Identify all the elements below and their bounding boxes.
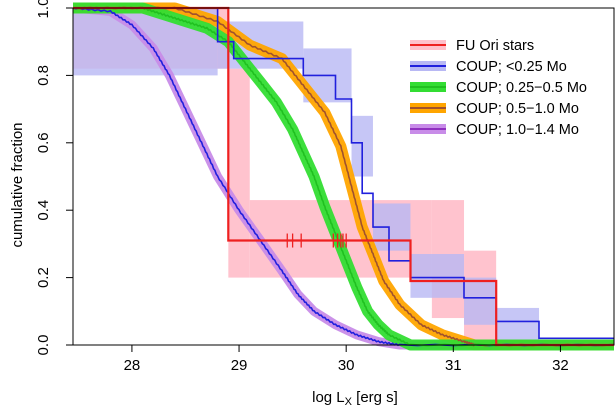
- series-line: [72, 6, 615, 347]
- x-tick-label: 30: [338, 357, 355, 374]
- band-segment: [228, 68, 250, 278]
- x-tick-label: 29: [231, 357, 248, 374]
- legend-label: COUP; 0.5−1.0 Mo: [456, 101, 579, 117]
- plot-frame: [72, 7, 615, 346]
- legend-label: COUP; 0.25−0.5 Mo: [456, 80, 587, 96]
- legend-label: FU Ori stars: [456, 38, 534, 54]
- x-axis-label-units: [erg s]: [352, 389, 398, 406]
- y-tick-label: 0.6: [35, 132, 52, 153]
- y-tick-label: 1.0: [35, 0, 52, 18]
- y-axis: 0.0 0.2 0.4 0.6 0.8 1.0: [35, 0, 73, 355]
- x-axis-label: log LX [erg s]: [312, 389, 398, 408]
- x-tick-label: 32: [552, 357, 569, 374]
- y-tick-label: 0.8: [35, 65, 52, 86]
- series-lines: [72, 6, 615, 347]
- legend-label: COUP; <0.25 Mo: [456, 59, 567, 75]
- series-line: [72, 6, 615, 347]
- x-axis-label-main: log L: [312, 389, 345, 406]
- series-line: [72, 7, 615, 347]
- x-tick-label: 31: [445, 357, 462, 374]
- series-line: [73, 6, 614, 347]
- y-tick-label: 0.0: [35, 335, 52, 356]
- legend-label: COUP; 1.0−1.4 Mo: [456, 122, 579, 138]
- x-tick-label: 28: [124, 357, 141, 374]
- y-tick-label: 0.4: [35, 200, 52, 221]
- band-segment: [496, 307, 540, 342]
- x-axis-label-sub: X: [345, 396, 353, 408]
- y-axis-label: cumulative fraction: [9, 122, 26, 247]
- censored-marks: [286, 233, 347, 248]
- band-segment: [464, 277, 497, 325]
- band-segment: [410, 254, 465, 298]
- series-line: [73, 7, 614, 340]
- x-axis: 28 29 30 31 32: [124, 345, 569, 374]
- legend: FU Ori stars COUP; <0.25 Mo COUP; 0.25−0.5…: [410, 38, 587, 138]
- y-tick-label: 0.2: [35, 267, 52, 288]
